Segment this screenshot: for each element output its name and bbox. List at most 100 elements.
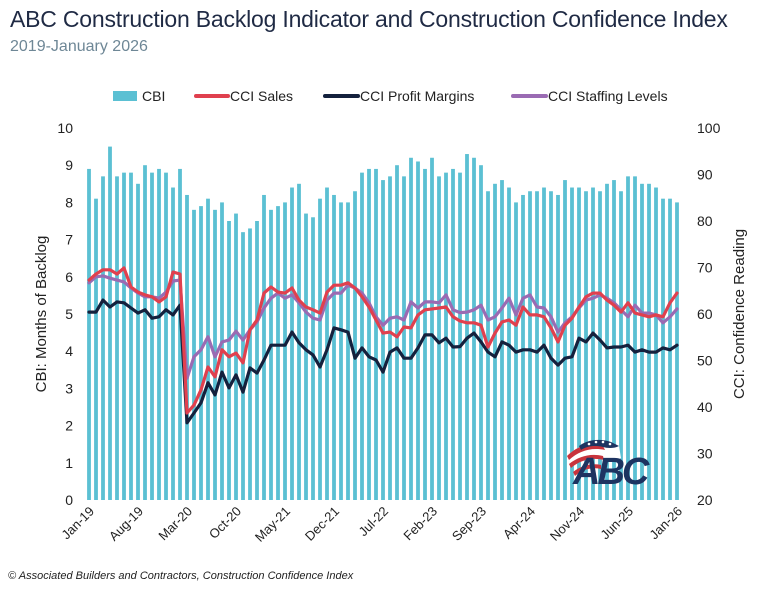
cbi-bar [115,176,119,501]
cbi-bar [185,194,189,500]
cbi-bar [360,172,364,500]
cbi-bar [283,202,287,500]
cbi-bar [129,172,133,500]
cbi-bar [521,194,525,500]
x-axis-tick-label: May-21 [252,504,293,545]
cbi-bar [199,206,203,500]
cbi-bar [640,183,644,501]
cbi-bar [675,202,679,500]
left-axis-tick-label: 8 [65,194,73,210]
cbi-bar [500,180,504,500]
cbi-bar [626,176,630,501]
cbi-bar [227,221,231,500]
cbi-bar [472,157,476,500]
right-axis-tick-label: 80 [697,213,713,229]
right-axis-tick-label: 30 [697,446,713,462]
cbi-bar [234,213,238,500]
cbi-bar [255,221,259,500]
cbi-bar [269,209,273,500]
cbi-bar [150,172,154,500]
cbi-bar [528,191,532,501]
x-axis-tick-label: Jun-25 [597,504,636,543]
left-axis-tick-label: 10 [57,120,73,136]
cbi-bar [136,183,140,501]
cbi-bar [178,168,182,501]
cbi-bar [262,194,266,500]
cbi-bar [325,187,329,500]
right-axis-title: CCI: Confidence Reading [731,229,748,399]
cbi-bar [87,168,91,501]
cbi-bar [465,154,469,501]
x-axis-tick-label: Feb-23 [400,504,440,544]
cbi-bar [563,180,567,500]
legend-item-cbi: CBI [113,88,165,104]
left-axis-ticks: 0 1 2 3 4 5 6 7 8 9 10 [57,120,73,508]
legend-label-profit: CCI Profit Margins [360,88,474,104]
left-axis-tick-label: 5 [65,306,73,322]
right-axis-tick-label: 20 [697,492,713,508]
right-axis-tick-label: 40 [697,399,713,415]
right-axis-ticks: 20 30 40 50 60 70 80 90 100 [697,120,721,508]
cbi-bar [479,165,483,500]
cbi-bar [332,194,336,500]
left-axis-tick-label: 7 [65,232,73,248]
cbi-bar [416,161,420,501]
cbi-bar [381,180,385,500]
cbi-bar [647,183,651,501]
cbi-bar [339,202,343,500]
cbi-bar [108,146,112,500]
cbi-bar [556,194,560,500]
cbi-bar [171,187,175,500]
legend-item-sales: CCI Sales [194,88,293,104]
left-axis-tick-label: 1 [65,455,73,471]
right-axis-tick-label: 50 [697,353,713,369]
x-axis-tick-label: Oct-20 [206,504,244,542]
left-axis-tick-label: 3 [65,380,73,396]
cbi-bar [633,176,637,501]
cbi-bar [122,172,126,500]
cbi-bar [612,180,616,500]
cbi-bar [94,198,98,500]
left-axis-tick-label: 0 [65,492,73,508]
cci-lines [87,266,679,425]
cbi-bar [430,157,434,500]
chart-title: ABC Construction Backlog Indicator and C… [10,6,728,32]
copyright-footer: © Associated Builders and Contractors, C… [8,570,354,582]
cbi-bar [598,191,602,501]
cbi-bar [374,168,378,501]
legend-label-cbi: CBI [142,88,165,104]
cbi-bar [654,187,658,500]
cbi-bar [584,191,588,501]
left-axis-title: CBI: Months of Backlog [33,236,50,393]
x-axis-tick-label: Jan-26 [646,504,685,543]
left-axis-tick-label: 4 [65,343,73,359]
cbi-bar [535,191,539,501]
legend: CBI CCI Sales CCI Profit Margins CCI Sta… [113,88,668,104]
cbi-bar [206,198,210,500]
legend-item-staffing: CCI Staffing Levels [511,88,668,104]
left-axis-tick-label: 2 [65,418,73,434]
right-axis-tick-label: 90 [697,167,713,183]
abc-logo: ABC [567,439,653,493]
right-axis-tick-label: 60 [697,306,713,322]
cbi-bar [493,183,497,501]
cbi-bar [318,198,322,500]
cbi-bar [311,217,315,500]
cbi-bar [157,168,161,501]
left-axis-tick-label: 6 [65,269,73,285]
chart-subtitle: 2019-January 2026 [10,38,148,55]
left-axis-tick-label: 9 [65,157,73,173]
cbi-bar [549,191,553,501]
x-axis-ticks: Jan-19 Aug-19 Mar-20 Oct-20 May-21 Dec-21 Jul-… [58,504,685,545]
cbi-bar [367,168,371,501]
flag-icon [567,439,621,476]
cbi-bar [353,191,357,501]
cbi-bar [290,187,294,500]
cbi-bar [241,232,245,500]
cbi-bar [304,213,308,500]
cbi-bar [444,172,448,500]
x-axis-tick-label: Mar-20 [155,504,195,544]
cbi-bar [605,183,609,501]
x-axis-tick-label: Aug-19 [106,504,146,544]
right-axis-tick-label: 100 [697,120,721,136]
